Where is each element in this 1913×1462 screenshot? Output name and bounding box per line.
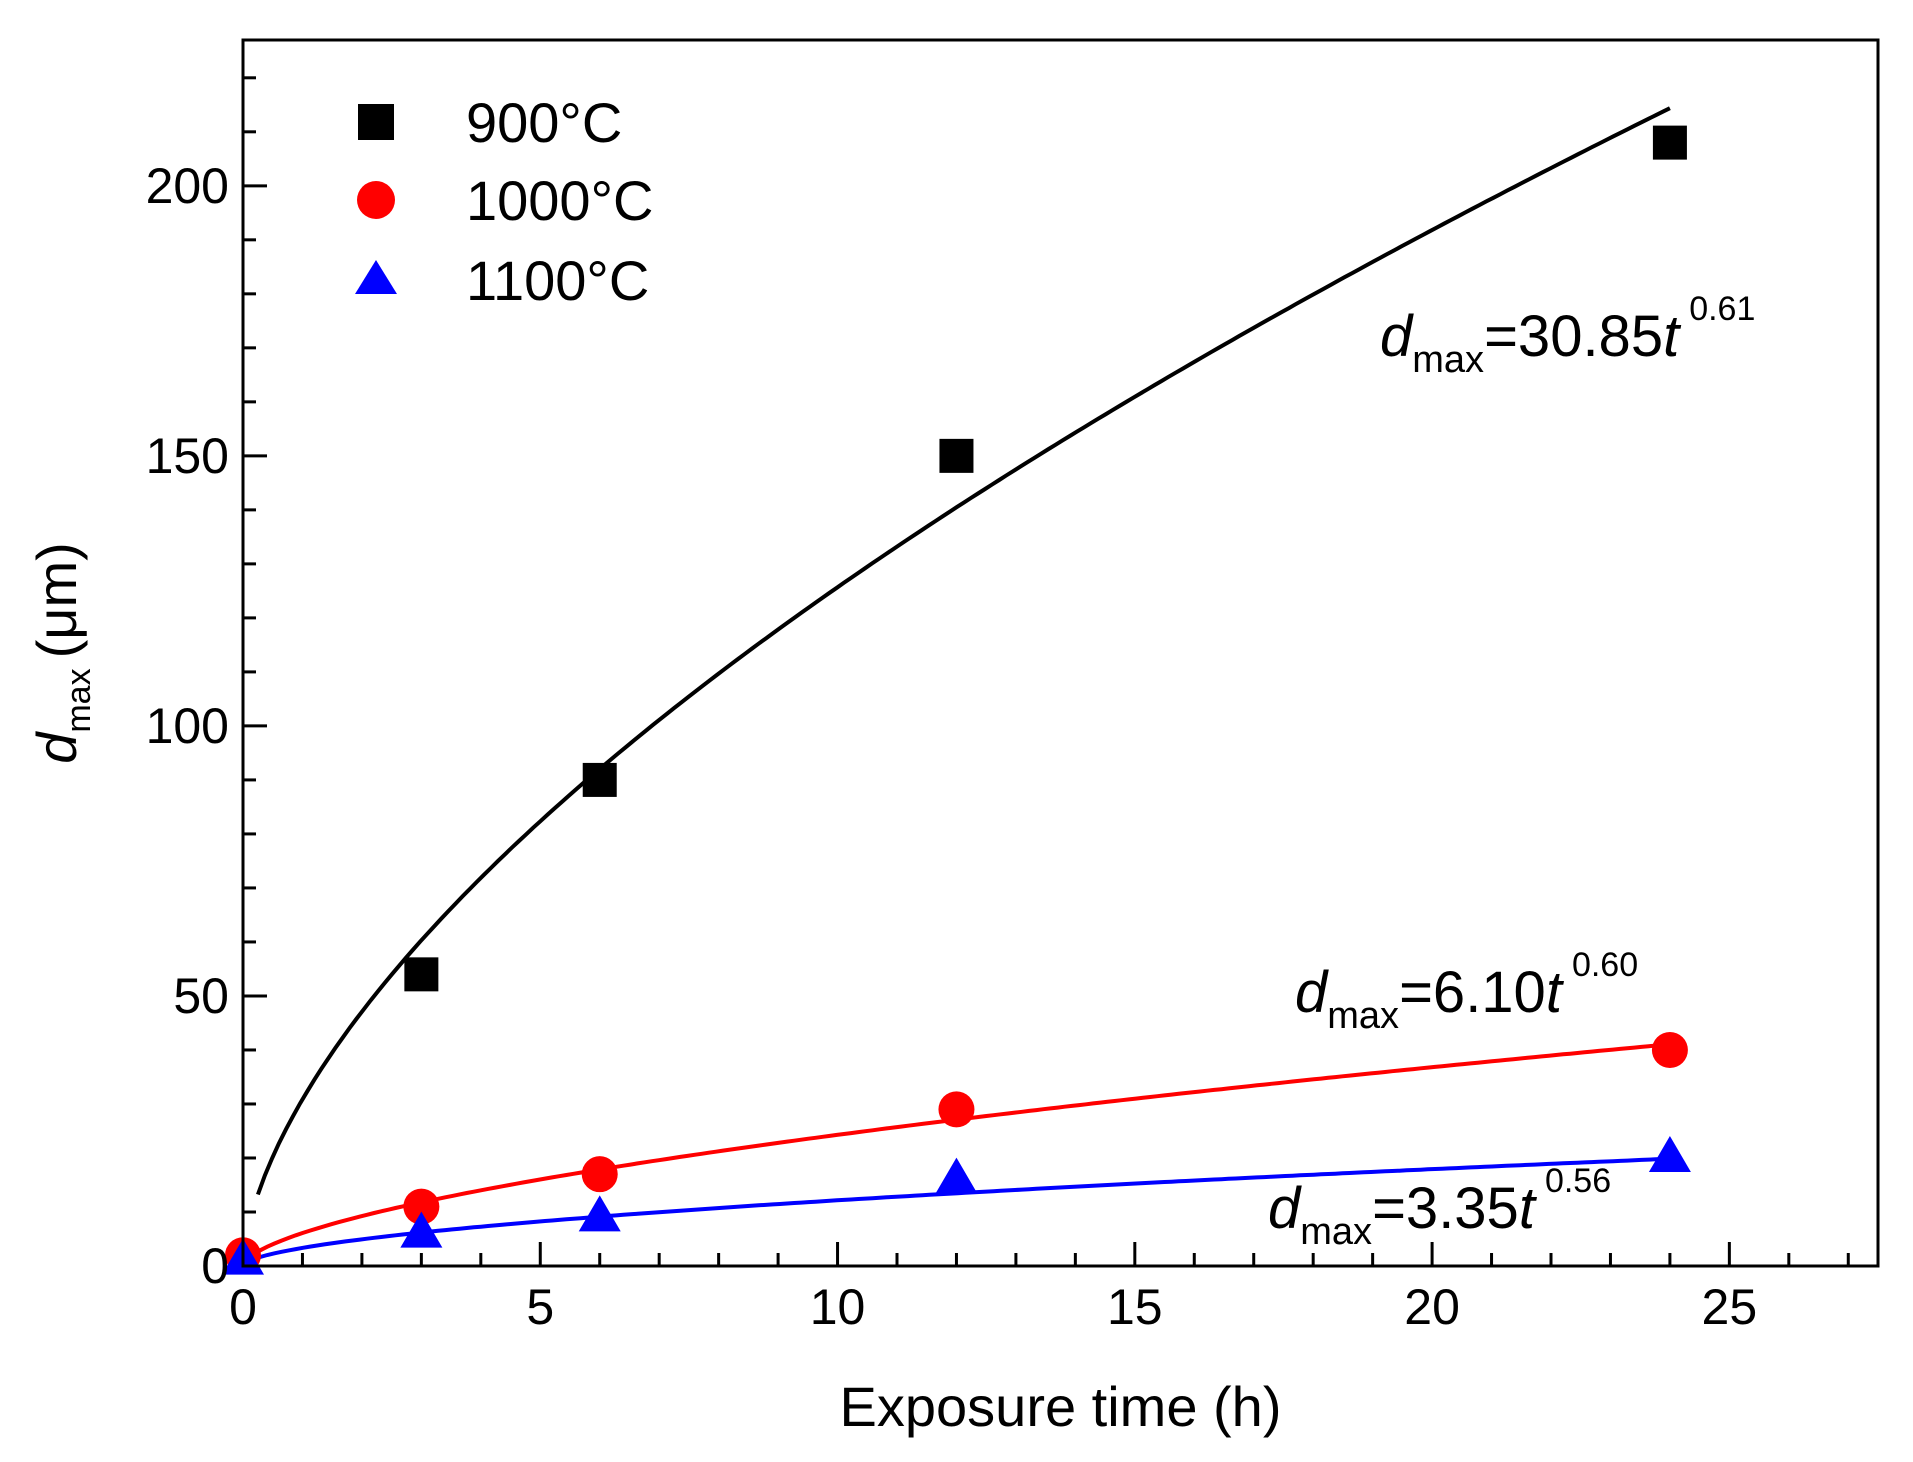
tick-labels: 0 5 10 15 20 25 0 50 100 150 200 (146, 158, 1758, 1335)
data-point-circle (403, 1188, 440, 1225)
y-axis-symbol: d (25, 731, 88, 764)
data-point-triangle (578, 1195, 621, 1232)
equation-1000: dmax=6.10t 0.60 (1295, 946, 1638, 1037)
equation-1100: dmax=3.35t 0.56 (1268, 1162, 1611, 1253)
legend-marker-triangle (355, 260, 397, 294)
fit-curves (244, 106, 1671, 1265)
y-tick-label: 100 (146, 698, 229, 754)
data-point-triangle (1648, 1135, 1691, 1172)
data-markers (222, 125, 1691, 1275)
y-tick-label: 200 (146, 158, 229, 214)
x-tick-label: 10 (810, 1279, 866, 1335)
data-point-circle (1651, 1031, 1688, 1068)
y-tick-label: 0 (201, 1238, 229, 1294)
x-tick-label: 5 (526, 1279, 554, 1335)
data-point-triangle (935, 1157, 978, 1194)
x-axis-title: Exposure time (h) (840, 1375, 1282, 1438)
y-axis-title: dmax (μm) (25, 542, 98, 764)
legend-item-1100: 1100°C (355, 249, 649, 312)
data-point-square (1652, 125, 1687, 160)
data-point-square (404, 957, 439, 992)
x-tick-label: 20 (1404, 1279, 1460, 1335)
data-point-circle (938, 1091, 975, 1128)
y-tick-label: 150 (146, 428, 229, 484)
legend-label-1100: 1100°C (466, 249, 649, 312)
legend-item-900: 900°C (358, 91, 622, 154)
legend-marker-square (358, 104, 394, 140)
legend-item-1000: 1000°C (357, 169, 653, 232)
x-tick-label: 25 (1702, 1279, 1758, 1335)
x-tick-label: 15 (1107, 1279, 1163, 1335)
legend-label-1000: 1000°C (466, 169, 653, 232)
data-point-triangle (400, 1211, 443, 1248)
y-axis-unit: (μm) (25, 542, 88, 658)
data-point-square (939, 438, 974, 473)
data-point-square (582, 762, 617, 797)
legend: 900°C 1000°C 1100°C (355, 91, 653, 312)
plot-frame (241, 38, 1880, 1268)
x-tick-label: 0 (229, 1279, 257, 1335)
y-axis-subscript: max (60, 668, 98, 732)
legend-marker-circle (357, 181, 395, 219)
equation-900: dmax=30.85t 0.61 (1380, 290, 1755, 381)
fit-curve-0 (256, 106, 1671, 1196)
legend-label-900: 900°C (466, 91, 622, 154)
data-point-circle (581, 1156, 618, 1193)
y-tick-label: 50 (173, 968, 229, 1024)
